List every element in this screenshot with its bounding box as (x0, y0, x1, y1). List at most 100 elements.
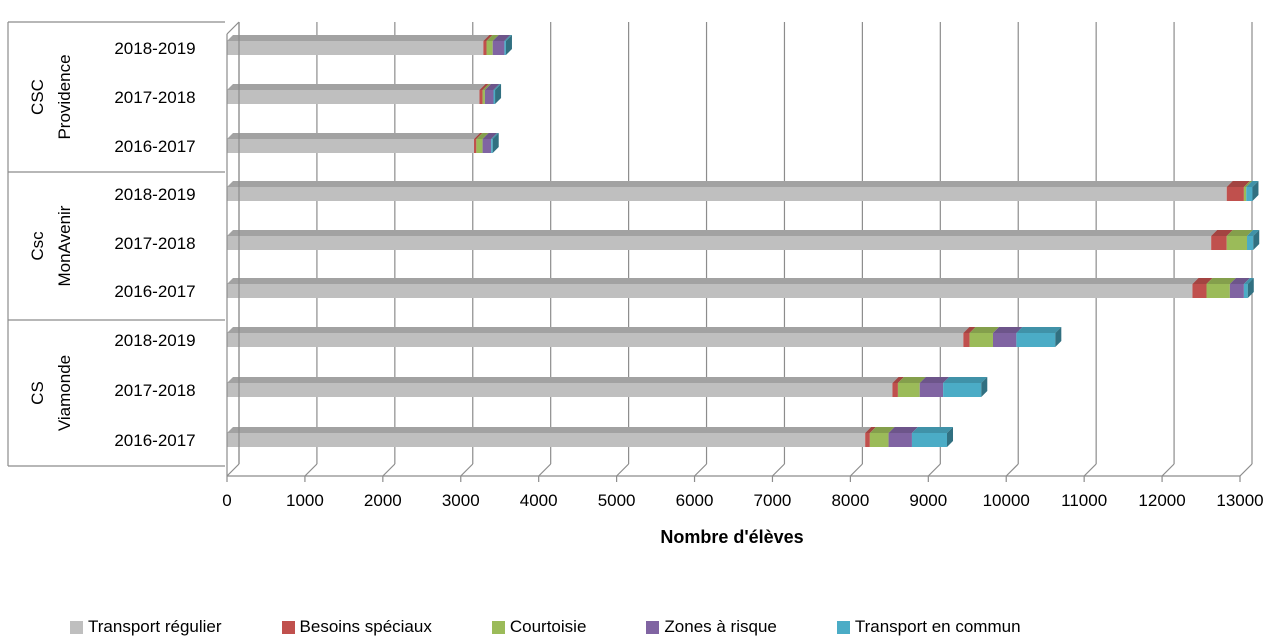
legend-label: Besoins spéciaux (299, 617, 432, 636)
bar-segment-top (1243, 278, 1254, 284)
floor-line (616, 463, 630, 477)
bar-segment-top (1206, 278, 1236, 284)
bar-segment (227, 433, 866, 447)
floor-line (1005, 463, 1019, 477)
bar-segment (1247, 236, 1254, 250)
bar-segment-top (474, 133, 483, 139)
bar-segment (484, 90, 494, 104)
bar-segment-top (491, 133, 499, 139)
bar-stack (227, 427, 954, 447)
bar-segment-top (227, 278, 1199, 284)
group-label: Csc (28, 231, 47, 261)
bar-segment (492, 41, 505, 55)
bar-segment-side (1253, 230, 1260, 250)
bar-segment-top (992, 327, 1023, 333)
bar-segment-top (892, 377, 904, 383)
bar-segment (227, 90, 480, 104)
bar-segment-top (227, 427, 872, 433)
x-tick-label: 3000 (442, 491, 480, 510)
axes (226, 21, 1241, 482)
bar-segment-top (1192, 278, 1213, 284)
group-label: CSC (28, 79, 47, 115)
legend-item: Zones à risque (646, 617, 777, 637)
bar-segment-side (1252, 181, 1259, 201)
group-label: Viamonde (55, 355, 74, 431)
legend-label: Transport en commun (854, 617, 1021, 636)
y-axis-top-edge (226, 21, 240, 35)
bar-segment (943, 383, 982, 397)
bar-segment-top (227, 133, 481, 139)
floor-line (1239, 463, 1253, 477)
bars (227, 35, 1260, 447)
bar-segment-top (1226, 230, 1254, 236)
bar-stack (227, 133, 499, 153)
bar-segment-top (227, 377, 899, 383)
legend-swatch (836, 620, 850, 634)
legend-swatch (281, 620, 295, 634)
floor-line (538, 463, 552, 477)
x-tick-label: 4000 (520, 491, 558, 510)
group-label: CS (28, 381, 47, 405)
bar-segment-top (919, 377, 950, 383)
bar-segment-top (869, 427, 895, 433)
category-labels: 2018-2019 2017-2018 2016-2017 2018-2019 2017… (7, 21, 225, 467)
floor-line (1161, 463, 1175, 477)
bar-segment (227, 41, 484, 55)
bar-segment (504, 41, 506, 55)
bar-stack (227, 230, 1260, 250)
bar-segment (1243, 284, 1248, 298)
bar-segment-top (504, 35, 512, 41)
floor-line (382, 463, 396, 477)
bar-segment (476, 139, 483, 153)
bar-stack (227, 377, 988, 397)
bar-stack (227, 278, 1254, 298)
category-label: 2018-2019 (114, 185, 195, 204)
bar-segment (1211, 236, 1227, 250)
x-tick-label: 10000 (983, 491, 1030, 510)
floor-line (460, 463, 474, 477)
bar-segment (919, 383, 944, 397)
legend-label: Transport régulier (88, 617, 222, 636)
bar-stack (227, 327, 1062, 347)
bar-segment-top (1246, 181, 1259, 187)
category-label: 2017-2018 (114, 381, 195, 400)
category-label: 2016-2017 (114, 137, 195, 156)
bar-segment-top (1229, 278, 1250, 284)
bar-segment (1206, 284, 1230, 298)
bar-segment-top (963, 327, 976, 333)
bar-segment-top (482, 84, 491, 90)
bar-segment (969, 333, 993, 347)
bar-segment (474, 139, 477, 153)
bar-segment-top (227, 230, 1218, 236)
bar-segment-top (888, 427, 918, 433)
bar-segment-top (943, 377, 988, 383)
bar-segment-top (897, 377, 926, 383)
x-tick-label: 13000 (1216, 491, 1263, 510)
legend-swatch (491, 620, 505, 634)
bar-segment (227, 236, 1212, 250)
bar-segment-side (981, 377, 988, 397)
bar-segment-top (227, 181, 1233, 187)
bar-segment (865, 433, 870, 447)
bar-segment-top (486, 35, 499, 41)
legend-label: Courtoisie (509, 617, 587, 636)
x-tick-label: 12000 (1138, 491, 1185, 510)
bar-segment-top (227, 84, 486, 90)
bar-segment (1016, 333, 1056, 347)
x-tick-label: 6000 (676, 491, 714, 510)
x-tick-label: 8000 (831, 491, 869, 510)
bar-segment (227, 333, 964, 347)
x-tick-label: 1000 (286, 491, 324, 510)
bar-segment (892, 383, 898, 397)
bar-segment-side (492, 133, 499, 153)
group-label: MonAvenir (55, 205, 74, 286)
bar-segment (483, 41, 487, 55)
bar-segment-side (505, 35, 512, 55)
x-tick-label: 2000 (364, 491, 402, 510)
bar-segment-side (1055, 327, 1062, 347)
bar-stack (227, 35, 512, 55)
bar-segment-top (479, 84, 489, 90)
legend-item: Transport en commun (836, 617, 1021, 637)
bar-segment-top (476, 133, 489, 139)
bar-segment-top (493, 84, 502, 90)
